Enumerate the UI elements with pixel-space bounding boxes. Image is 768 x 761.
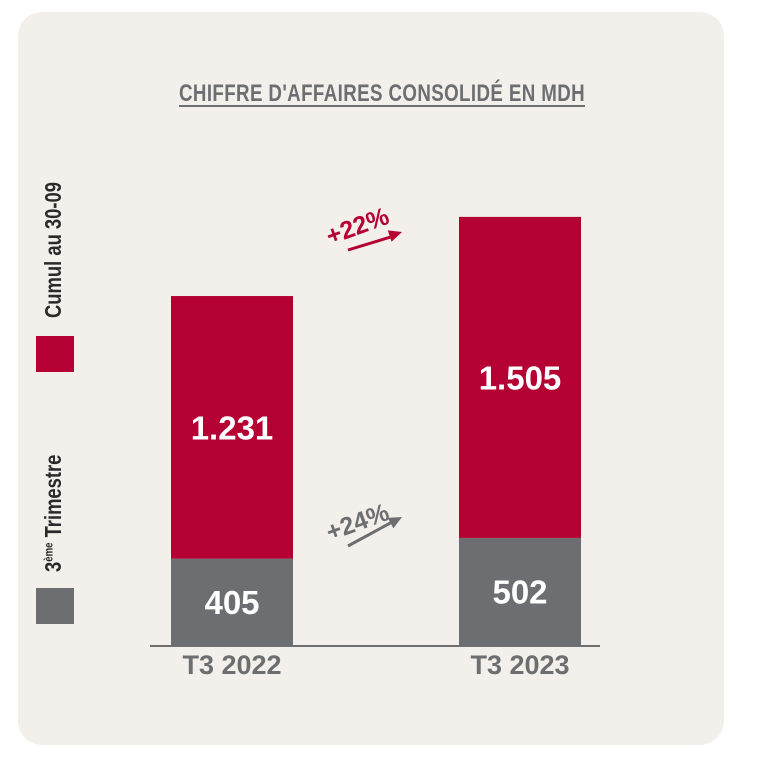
x-tick-label-1: T3 2022 — [182, 650, 281, 680]
data-label-trimestre-1: 405 — [204, 584, 259, 621]
bar-cumul-2 — [459, 216, 581, 538]
growth-arrow-line-1 — [347, 234, 395, 252]
bar-trimestre-1 — [171, 558, 293, 645]
growth-arrow-head-1 — [387, 230, 402, 242]
growth-arrow-head-2 — [387, 517, 402, 529]
x-tick-label-2: T3 2023 — [470, 650, 569, 680]
bar-cumul-1 — [171, 296, 293, 559]
growth-annotation-1: +22% — [322, 202, 392, 250]
data-label-trimestre-2: 502 — [492, 573, 547, 610]
bar-trimestre-2 — [459, 537, 581, 645]
growth-arrow-line-2 — [347, 519, 395, 548]
growth-label-1: +22% — [322, 202, 392, 250]
data-label-cumul-2: 1.505 — [479, 359, 562, 396]
chart-card — [18, 12, 724, 745]
legend-swatch-trimestre — [36, 588, 74, 624]
data-label-cumul-1: 1.231 — [191, 409, 274, 446]
chart-title: CHIFFRE D'AFFAIRES CONSOLIDÉ EN MDH — [179, 80, 586, 107]
legend-swatch-cumul — [36, 336, 74, 372]
